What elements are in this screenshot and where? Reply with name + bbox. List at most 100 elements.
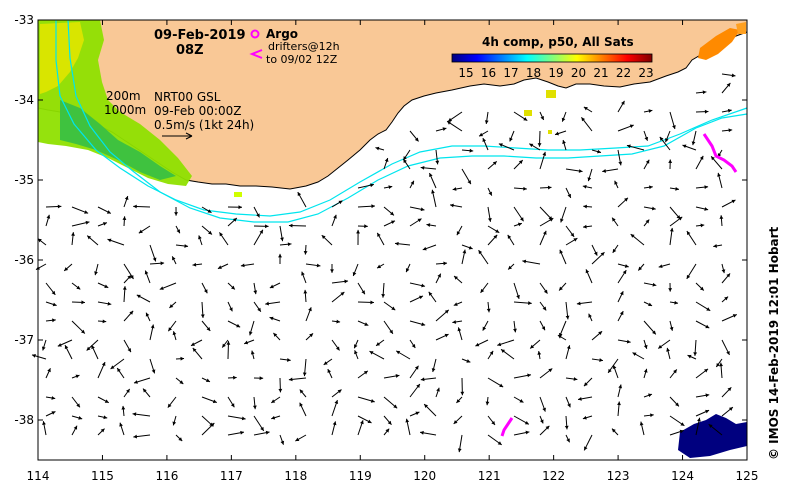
current-arrow-head [160, 261, 165, 266]
current-arrow-head [414, 365, 419, 370]
current-arrow-head [619, 291, 624, 296]
current-arrow-head [648, 109, 653, 113]
current-arrow-head [643, 344, 648, 349]
current-arrow-head [219, 232, 223, 237]
current-arrow-head [560, 218, 564, 223]
current-arrow-head [41, 346, 46, 351]
current-arrow-head [645, 159, 650, 164]
current-arrow-head [132, 412, 137, 417]
current-arrow-head [102, 222, 107, 226]
current-arrow-head [385, 428, 390, 433]
current-arrow-head [144, 270, 149, 275]
current-arrow-head [333, 214, 337, 219]
current-arrow-head [51, 396, 56, 400]
current-arrow-head [150, 324, 155, 329]
current-arrow-head [460, 391, 465, 396]
current-arrow-head [573, 377, 578, 381]
current-arrow-head [71, 232, 75, 236]
y-tick-label: -37 [14, 333, 34, 347]
current-arrow-head [567, 403, 571, 408]
x-tick-label: 120 [413, 469, 436, 483]
current-arrow-head [523, 117, 528, 121]
current-arrow-head [731, 199, 736, 204]
current-arrow-head [452, 187, 457, 191]
current-arrow-head [583, 106, 588, 111]
product-line-2: 09-Feb 00:00Z [154, 104, 241, 118]
current-arrow-head [110, 365, 115, 369]
current-arrow-head [524, 420, 529, 425]
current-arrow-head [418, 295, 423, 300]
current-arrow-head [57, 343, 62, 347]
current-arrow-head [516, 294, 520, 299]
current-arrow-head [489, 350, 494, 355]
current-arrow-head [248, 331, 253, 336]
current-arrow-head [612, 248, 617, 253]
current-arrow-head [537, 351, 542, 355]
sst-spot [234, 192, 242, 197]
current-arrow-head [364, 224, 368, 229]
current-arrow-head [81, 300, 85, 305]
current-arrow-head [309, 333, 314, 338]
current-arrow-head [269, 284, 274, 289]
current-arrow-head [64, 345, 69, 350]
current-arrow-head [323, 361, 328, 365]
current-arrow-head [648, 302, 653, 307]
drifters-label-1: drifters@12h [268, 40, 340, 53]
current-arrow-head [232, 218, 237, 222]
current-arrow-head [719, 362, 723, 367]
current-arrow-head [336, 319, 341, 324]
current-arrow-head [497, 441, 502, 445]
current-arrow-head [608, 368, 612, 373]
current-arrow-head [668, 159, 673, 164]
current-arrow-head [278, 253, 282, 258]
current-arrow-head [650, 413, 654, 418]
current-arrow-head [658, 264, 663, 269]
current-arrow-head [271, 399, 276, 403]
current-arrow-head [75, 374, 80, 379]
current-arrow-head [669, 326, 674, 331]
current-arrow-head [361, 290, 365, 295]
current-arrow-head [192, 262, 197, 267]
current-arrow-head [648, 393, 652, 398]
current-arrow-head [582, 184, 587, 189]
current-arrow-head [576, 301, 581, 306]
current-arrow-head [337, 389, 342, 394]
y-tick-label: -36 [14, 253, 34, 267]
y-tick-label: -38 [14, 413, 34, 427]
current-arrow-head [600, 252, 605, 257]
current-arrow-head [706, 307, 711, 311]
current-arrow-head [645, 219, 650, 224]
current-arrow-head [711, 156, 715, 161]
current-arrow-head [370, 183, 374, 188]
current-arrow-head [240, 430, 244, 435]
isobath-200m [55, 20, 748, 217]
current-arrow-head [100, 428, 105, 433]
current-arrow-head [519, 399, 524, 403]
current-arrow-head [456, 231, 461, 236]
current-arrow-head [403, 156, 407, 161]
current-arrow-head [94, 271, 98, 276]
current-arrow-head [172, 331, 177, 336]
sst-patch-west-cool [60, 100, 176, 180]
current-arrow-head [360, 420, 364, 425]
current-arrow-head [630, 234, 635, 238]
current-arrow-head [367, 419, 372, 424]
current-arrow-head [567, 193, 571, 198]
current-arrow-head [644, 136, 649, 141]
sst-spot [548, 130, 552, 134]
current-arrow-head [527, 373, 531, 378]
x-tick-label: 124 [671, 469, 694, 483]
current-arrow-head [121, 405, 126, 410]
current-arrow-head [493, 234, 498, 239]
x-axis: 114 115 116 117 118 119 120 121 122 123 124 125 [27, 20, 758, 483]
current-arrow-head [257, 307, 261, 312]
current-arrow-head [344, 279, 349, 284]
y-tick-label: -35 [14, 173, 34, 187]
current-arrow-head [190, 342, 195, 346]
current-arrow-head [230, 403, 235, 408]
current-arrow-head [47, 368, 51, 373]
current-arrow-head [417, 218, 422, 223]
current-arrow-head [420, 430, 424, 435]
current-arrow-head [699, 286, 704, 291]
